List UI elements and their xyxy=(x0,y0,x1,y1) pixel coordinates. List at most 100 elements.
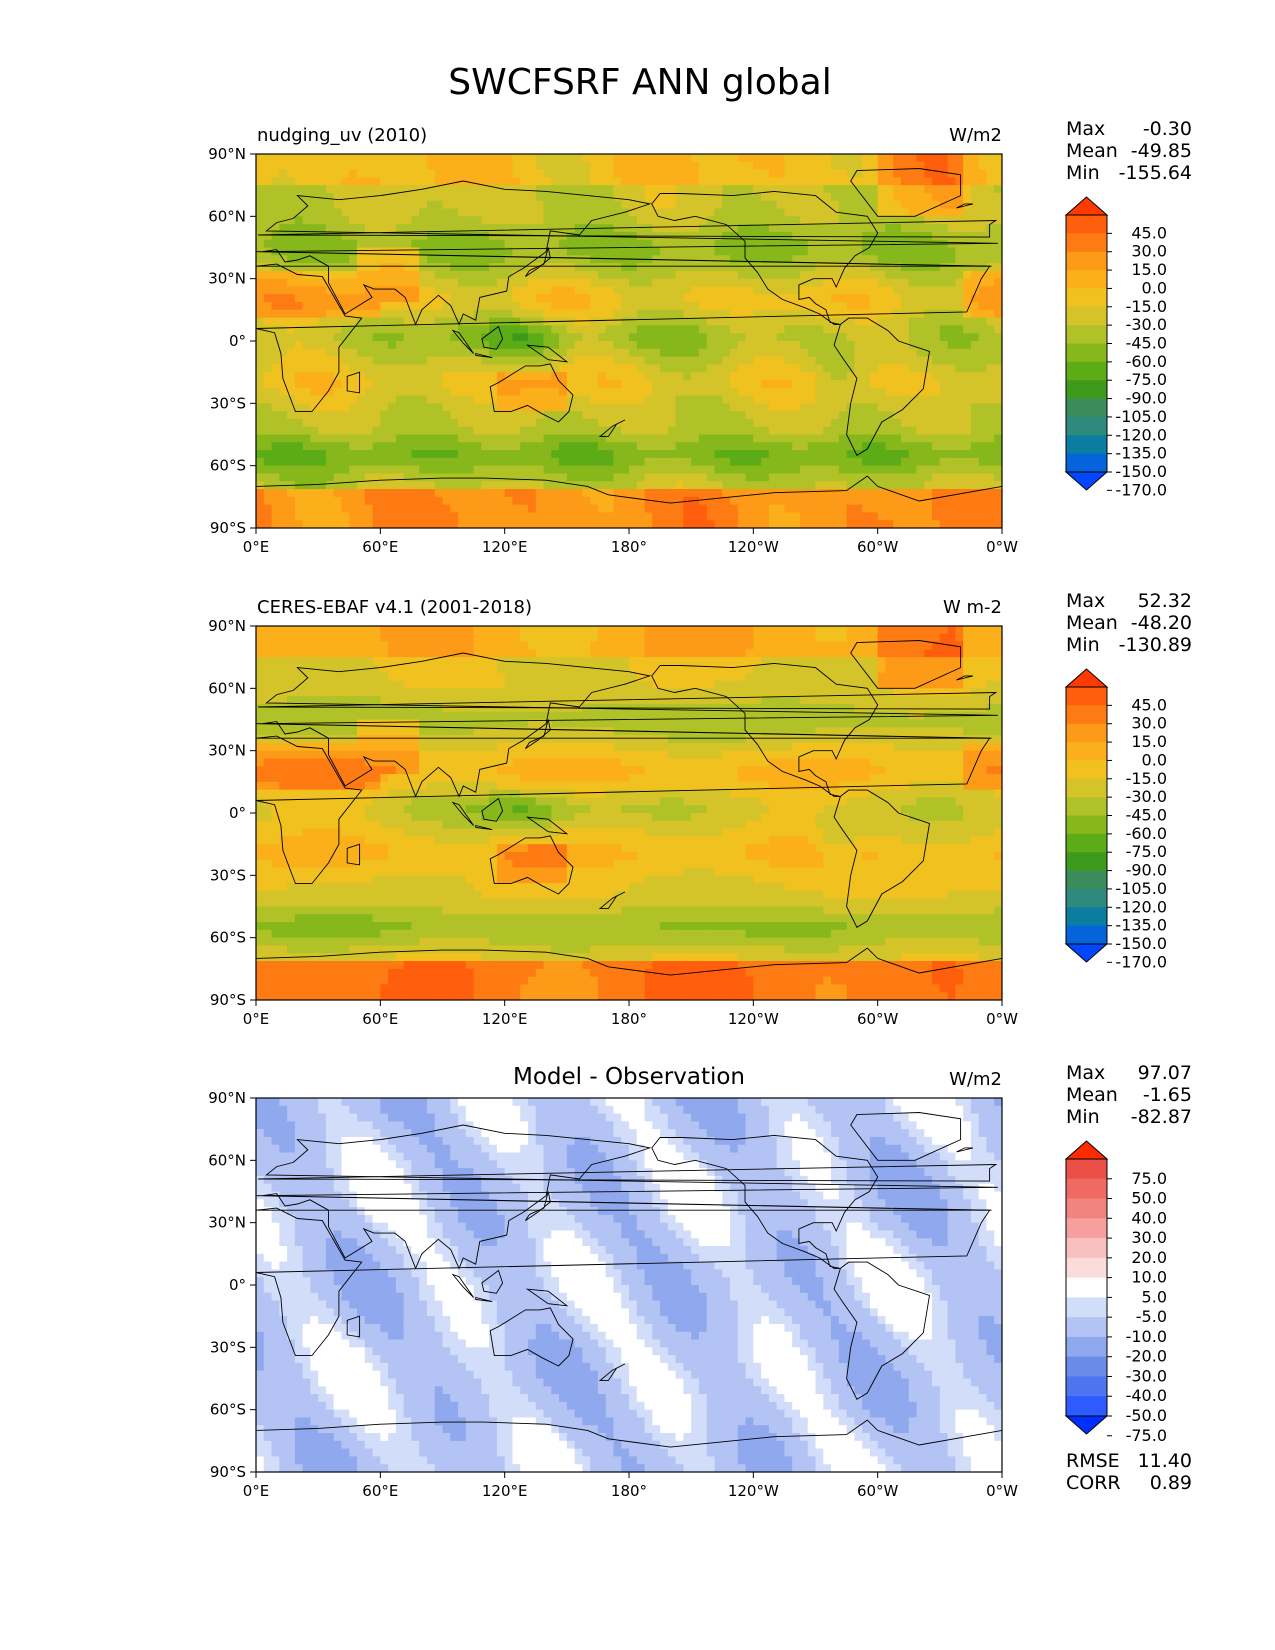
field-cell xyxy=(442,169,451,178)
field-cell xyxy=(287,496,296,506)
field-cell xyxy=(908,633,918,643)
field-cell xyxy=(994,185,1002,194)
field-cell xyxy=(924,379,933,389)
field-cell xyxy=(263,224,273,233)
field-cell xyxy=(846,255,855,264)
field-cell xyxy=(691,387,700,397)
field-cell xyxy=(737,177,747,186)
field-cell xyxy=(325,434,335,443)
field-cell xyxy=(924,473,933,482)
field-cell xyxy=(621,317,630,327)
field-cell xyxy=(831,239,840,249)
field-cell xyxy=(784,224,793,233)
field-cell xyxy=(846,496,855,506)
field-cell xyxy=(823,161,832,171)
field-cell xyxy=(380,200,389,210)
field-cell xyxy=(388,192,397,202)
field-cell xyxy=(551,379,560,389)
field-cell xyxy=(862,270,871,280)
field-cell xyxy=(893,278,902,288)
field-cell xyxy=(823,489,832,498)
field-cell xyxy=(504,278,514,288)
field-cell xyxy=(574,426,583,436)
field-cell xyxy=(613,348,622,358)
field-cell xyxy=(395,309,405,319)
field-cell xyxy=(325,154,335,163)
field-cell xyxy=(380,348,389,358)
field-cell xyxy=(885,231,894,241)
field-cell xyxy=(263,341,273,350)
field-cell xyxy=(862,333,871,342)
field-cell xyxy=(318,247,327,256)
field-cell xyxy=(535,457,545,467)
field-cell xyxy=(675,185,684,194)
field-cell xyxy=(590,333,599,342)
field-cell xyxy=(730,270,739,280)
field-cell xyxy=(722,520,731,528)
field-cell xyxy=(605,333,615,342)
field-cell xyxy=(333,496,343,506)
field-cell xyxy=(636,309,646,319)
field-cell xyxy=(535,239,545,249)
field-cell xyxy=(325,450,335,459)
field-cell xyxy=(799,231,809,241)
field-cell xyxy=(994,418,1002,428)
field-cell xyxy=(512,177,521,186)
field-cell xyxy=(512,426,521,436)
field-cell xyxy=(302,185,311,194)
field-cell xyxy=(854,161,863,171)
field-cell xyxy=(403,473,413,482)
field-cell xyxy=(675,442,684,451)
field-cell xyxy=(644,411,653,420)
field-cell xyxy=(862,247,871,256)
field-cell xyxy=(660,372,669,381)
field-cell xyxy=(885,154,894,163)
field-cell xyxy=(722,239,731,249)
field-cell xyxy=(877,489,887,498)
field-cell xyxy=(271,473,280,482)
field-cell xyxy=(512,216,521,225)
field-cell xyxy=(621,633,630,643)
field-cell xyxy=(831,504,840,514)
field-cell xyxy=(535,286,545,295)
field-cell xyxy=(559,504,568,514)
field-cell xyxy=(939,403,949,412)
field-cell xyxy=(761,302,770,311)
field-cell xyxy=(364,294,374,303)
field-cell xyxy=(520,512,529,521)
field-cell xyxy=(737,387,747,397)
field-cell xyxy=(512,633,521,643)
field-cell xyxy=(551,294,560,303)
field-cell xyxy=(333,379,343,389)
field-cell xyxy=(683,364,692,373)
field-cell xyxy=(590,192,599,202)
field-cell xyxy=(512,325,521,334)
field-cell xyxy=(691,520,700,528)
field-cell xyxy=(893,520,902,528)
field-cell xyxy=(287,633,296,643)
field-cell xyxy=(629,239,638,249)
field-cell xyxy=(559,356,568,365)
field-cell xyxy=(947,286,956,295)
field-cell xyxy=(955,192,964,202)
field-cell xyxy=(263,317,273,327)
field-cell xyxy=(667,387,677,397)
field-cell xyxy=(574,317,583,327)
field-cell xyxy=(908,270,918,280)
field-cell xyxy=(279,426,288,436)
field-cell xyxy=(831,387,840,397)
field-cell xyxy=(753,450,762,459)
field-cell xyxy=(978,496,988,506)
field-cell xyxy=(271,169,280,178)
field-cell xyxy=(761,200,770,210)
field-cell xyxy=(714,520,723,528)
field-cell xyxy=(652,333,661,342)
field-cell xyxy=(419,504,428,514)
field-cell xyxy=(325,270,335,280)
field-cell xyxy=(667,465,677,475)
field-cell xyxy=(582,270,591,280)
field-cell xyxy=(395,294,405,303)
field-cell xyxy=(644,333,653,342)
field-cell xyxy=(333,208,343,217)
field-cell xyxy=(535,418,545,428)
